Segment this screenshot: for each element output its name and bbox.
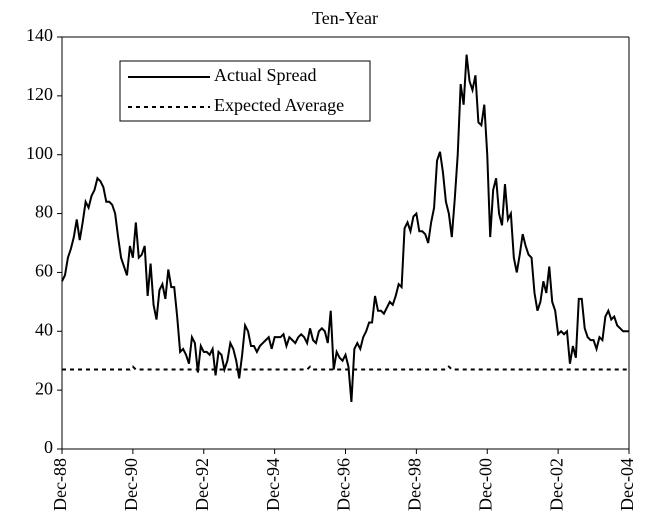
y-tick-label: 0 xyxy=(44,437,53,457)
y-tick-label: 80 xyxy=(35,202,53,222)
x-tick-label: Dec-98 xyxy=(405,458,425,511)
legend-label: Actual Spread xyxy=(214,65,316,85)
x-tick-label: Dec-88 xyxy=(50,458,70,511)
y-tick-label: 100 xyxy=(26,143,53,163)
legend-label: Expected Average xyxy=(214,95,344,115)
x-tick-label: Dec-00 xyxy=(475,458,495,511)
x-tick-label: Dec-04 xyxy=(617,458,637,511)
y-tick-label: 120 xyxy=(26,84,53,104)
series-line xyxy=(61,54,629,402)
series-line xyxy=(62,365,629,371)
x-tick-label: Dec-94 xyxy=(263,458,283,511)
chart-title: Ten-Year xyxy=(312,8,378,28)
x-tick-label: Dec-02 xyxy=(546,458,566,511)
x-tick-label: Dec-90 xyxy=(121,458,141,511)
x-tick-label: Dec-92 xyxy=(192,458,212,511)
y-tick-label: 20 xyxy=(35,378,53,398)
y-tick-label: 140 xyxy=(26,25,53,45)
legend-box xyxy=(119,60,371,122)
y-tick-label: 40 xyxy=(35,319,53,339)
x-tick-label: Dec-96 xyxy=(334,458,354,511)
y-tick-label: 60 xyxy=(35,261,53,281)
